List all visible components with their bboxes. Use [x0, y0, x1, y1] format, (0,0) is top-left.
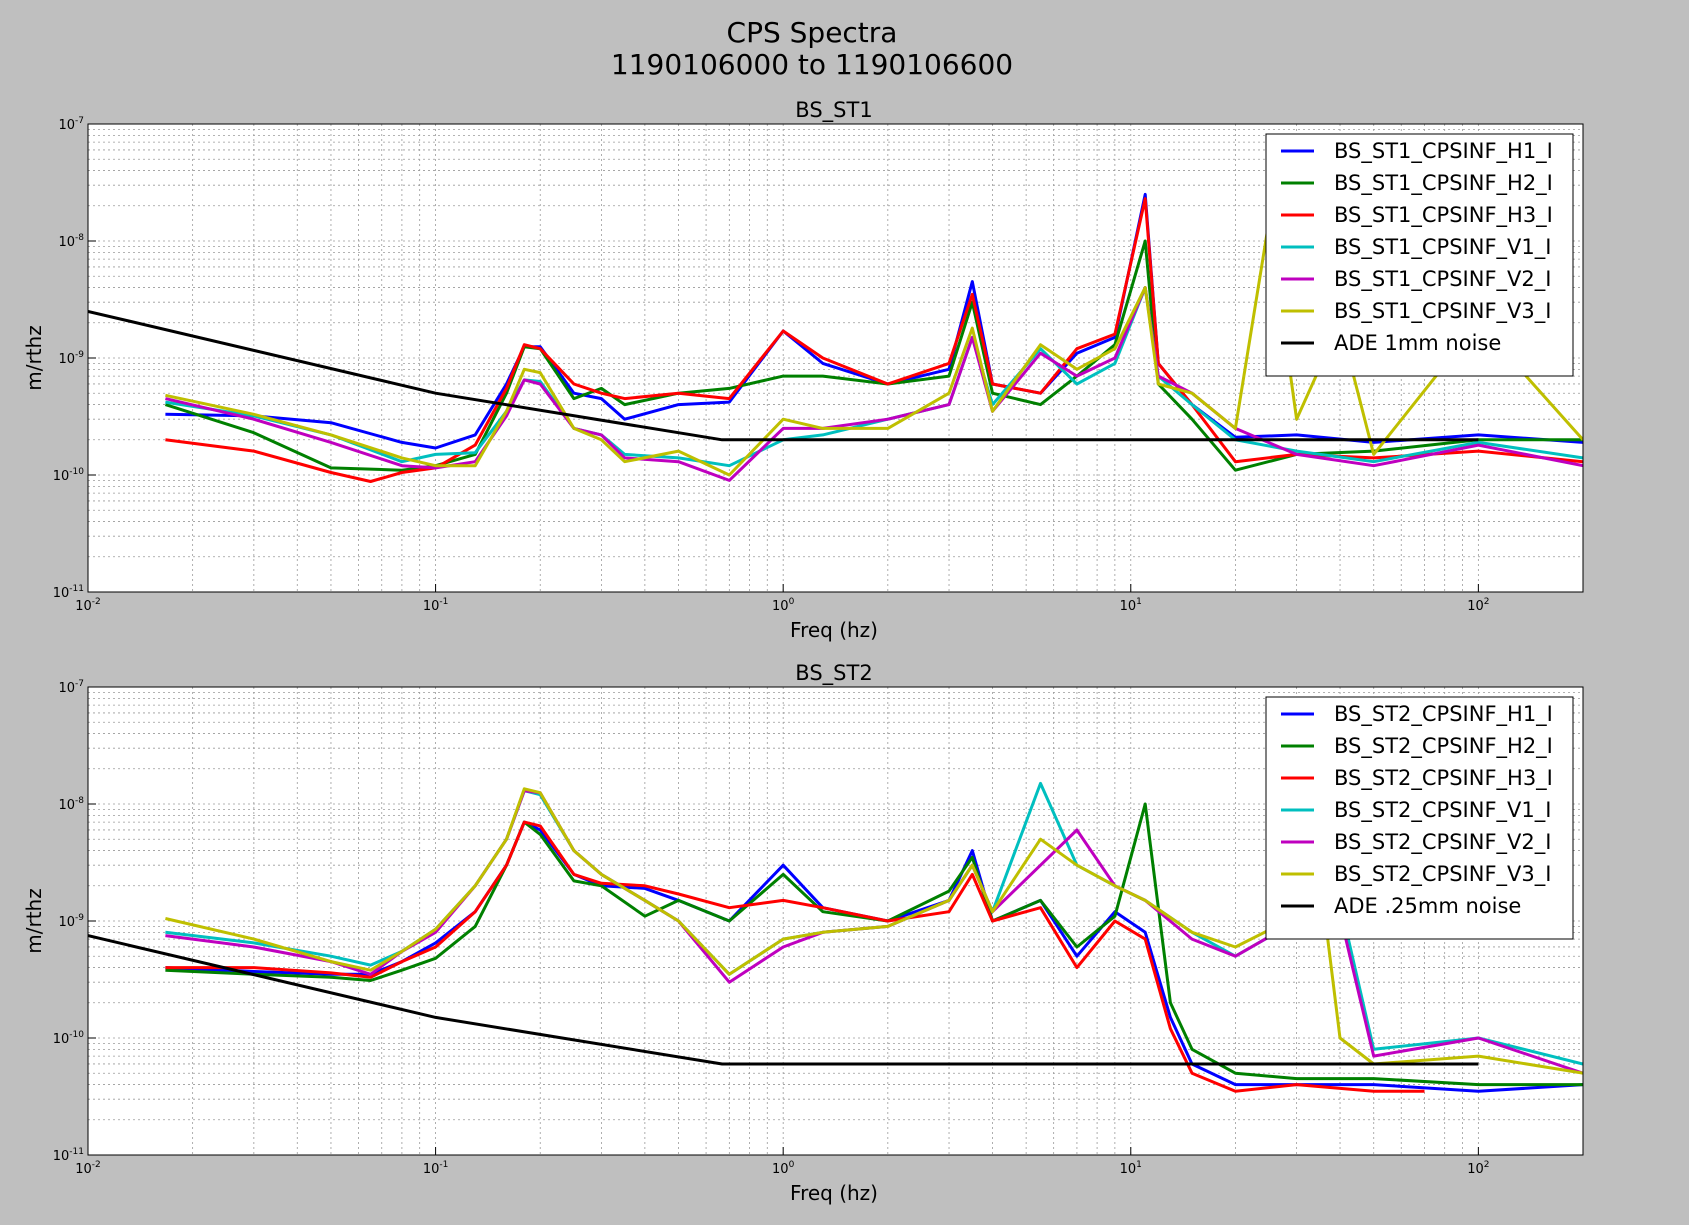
series-line-bs-st1-cpsinf-h3-i — [165, 197, 1583, 483]
legend-label: BS_ST1_CPSINF_V2_I — [1334, 267, 1551, 292]
x-tick-label: 101 — [1120, 597, 1142, 614]
legend-label: BS_ST2_CPSINF_V2_I — [1334, 830, 1551, 855]
legend-box — [1265, 696, 1574, 940]
x-tick-label: 100 — [772, 1160, 795, 1177]
legend-label: BS_ST1_CPSINF_V3_I — [1334, 299, 1551, 324]
y-tick-label: 10-8 — [58, 796, 84, 813]
subplot-title: BS_ST2 — [795, 661, 872, 686]
legend-label: BS_ST1_CPSINF_V1_I — [1334, 235, 1551, 260]
legend-box — [1265, 133, 1574, 377]
x-tick-label: 10-1 — [423, 1160, 449, 1177]
figure-title-line1: CPS Spectra — [727, 16, 898, 49]
legend-label: BS_ST2_CPSINF_H2_I — [1334, 734, 1553, 759]
subplot-title: BS_ST1 — [795, 98, 872, 123]
x-tick-label: 102 — [1467, 1160, 1489, 1177]
legend-label: BS_ST2_CPSINF_H3_I — [1334, 766, 1553, 791]
subplot-bs-st1: BS_ST1 Freq (hz) m/rthz 10-2 10-1 100 101 10… — [22, 98, 1584, 642]
x-axis-label: Freq (hz) — [790, 618, 878, 642]
y-tick-label: 10-9 — [58, 913, 84, 930]
subplot-bs-st2: BS_ST2 Freq (hz) m/rthz 10-2 10-1 100 101 10… — [22, 661, 1584, 1205]
series-line-bs-st2-cpsinf-v2-i — [165, 789, 1583, 1075]
y-tick-label: 10-11 — [53, 584, 84, 601]
legend-label: BS_ST1_CPSINF_H1_I — [1334, 139, 1553, 164]
legend-label: ADE .25mm noise — [1334, 894, 1521, 918]
x-tick-label: 10-2 — [75, 597, 101, 614]
series-line-bs-st2-cpsinf-h3-i — [165, 820, 1425, 1093]
x-tick-label: 100 — [772, 597, 795, 614]
x-tick-label: 101 — [1120, 1160, 1142, 1177]
legend-label: BS_ST1_CPSINF_H2_I — [1334, 171, 1553, 196]
series-line-bs-st1-cpsinf-h2-i — [164, 239, 1583, 472]
x-tick-label: 102 — [1467, 597, 1489, 614]
y-tick-label: 10-8 — [58, 233, 84, 250]
y-tick-label: 10-10 — [53, 467, 85, 484]
series-line-bs-st1-cpsinf-v3-i — [165, 218, 1583, 477]
x-axis-label: Freq (hz) — [790, 1181, 878, 1205]
series-line-ade-1mm-noise — [88, 309, 1479, 442]
x-tick-label: 10-2 — [75, 1160, 101, 1177]
x-tick-label: 10-1 — [423, 597, 449, 614]
series-line-bs-st2-cpsinf-h2-i — [165, 802, 1583, 1087]
y-tick-label: 10-10 — [53, 1030, 85, 1047]
y-tick-label: 10-11 — [53, 1147, 84, 1164]
y-tick-label: 10-7 — [58, 679, 84, 696]
series-group — [88, 192, 1583, 483]
y-tick-label: 10-9 — [58, 350, 84, 367]
y-axis-label: m/rthz — [22, 888, 46, 953]
legend: BS_ST1_CPSINF_H1_I BS_ST1_CPSINF_H2_I BS_S… — [1265, 133, 1574, 377]
series-line-bs-st1-cpsinf-v1-i — [165, 286, 1583, 468]
series-line-bs-st2-cpsinf-h1-i — [165, 820, 1583, 1093]
y-axis-label: m/rthz — [22, 325, 46, 390]
legend-label: BS_ST2_CPSINF_H1_I — [1334, 702, 1553, 727]
legend: BS_ST2_CPSINF_H1_I BS_ST2_CPSINF_H2_I BS_S… — [1265, 696, 1574, 940]
legend-label: BS_ST2_CPSINF_V3_I — [1334, 862, 1551, 887]
legend-label: ADE 1mm noise — [1334, 331, 1501, 355]
legend-label: BS_ST1_CPSINF_H3_I — [1334, 203, 1553, 228]
y-tick-label: 10-7 — [58, 116, 84, 133]
legend-label: BS_ST2_CPSINF_V1_I — [1334, 798, 1551, 823]
series-line-ade-25mm-noise — [88, 934, 1479, 1066]
figure-title-line2: 1190106000 to 1190106600 — [611, 48, 1013, 81]
